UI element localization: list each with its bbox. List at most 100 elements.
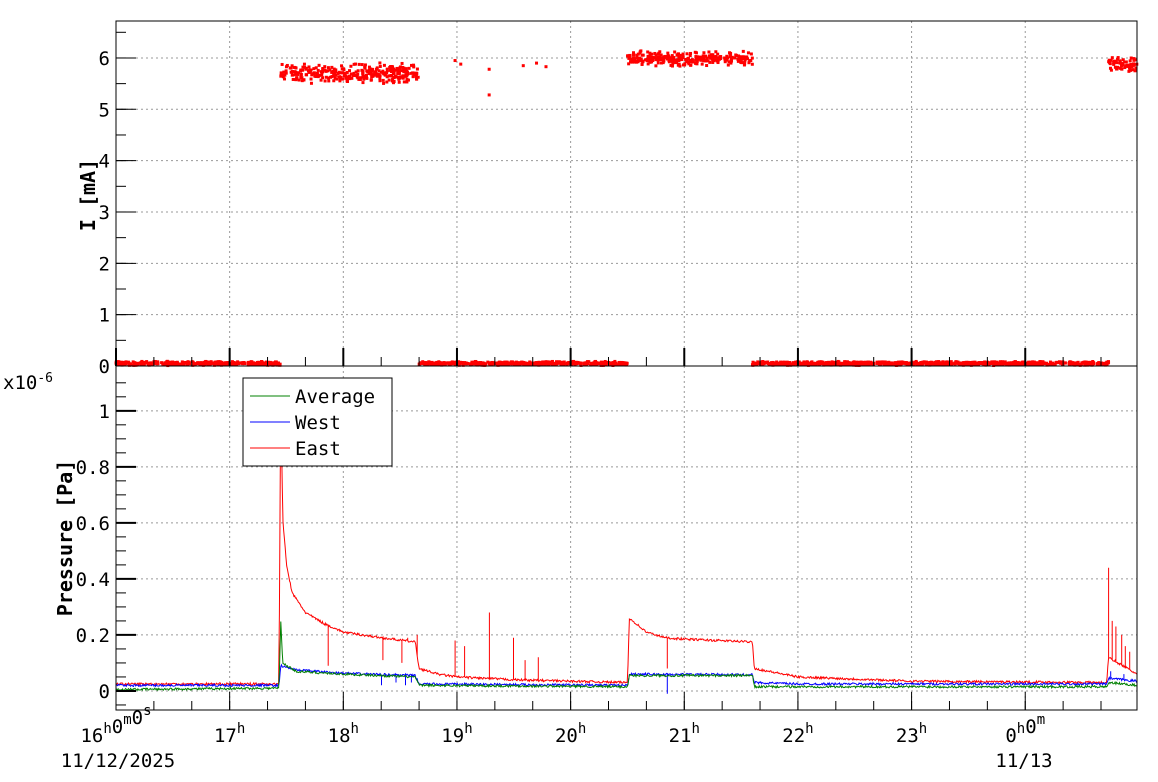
current-point: [1013, 360, 1017, 364]
current-point: [297, 78, 301, 82]
current-point: [710, 54, 714, 58]
current-point: [969, 361, 973, 365]
current-point: [859, 361, 863, 365]
current-point: [412, 72, 416, 76]
current-point: [1132, 57, 1136, 61]
current-point: [404, 74, 408, 78]
current-point: [953, 362, 957, 366]
current-point: [133, 362, 137, 366]
current-point: [573, 362, 577, 366]
current-point: [700, 62, 704, 66]
current-point: [824, 363, 828, 367]
current-point: [694, 61, 698, 65]
current-point: [407, 66, 411, 70]
current-point: [728, 53, 732, 57]
current-point: [714, 54, 718, 58]
current-point: [710, 57, 714, 61]
current-point: [440, 363, 444, 367]
pressure-ytick-label: 1: [99, 401, 110, 423]
date-midnight-label: 11/13: [995, 750, 1052, 772]
current-point: [284, 65, 288, 69]
current-point: [454, 360, 458, 364]
current-point: [376, 72, 380, 76]
current-point: [367, 65, 371, 69]
current-point: [487, 67, 491, 71]
current-point: [128, 362, 132, 366]
current-point: [670, 55, 674, 59]
current-point: [902, 361, 906, 365]
current-point: [963, 363, 967, 367]
current-point: [650, 55, 654, 59]
current-point: [819, 360, 823, 364]
current-point: [1019, 361, 1023, 365]
current-point: [1031, 360, 1035, 364]
current-point: [220, 361, 224, 365]
current-point: [375, 72, 379, 76]
current-point: [610, 362, 614, 366]
current-point: [875, 360, 879, 364]
current-point: [617, 360, 621, 364]
current-point: [371, 73, 375, 77]
current-point: [542, 361, 546, 365]
current-point: [289, 66, 293, 70]
current-point: [627, 56, 631, 60]
current-point: [378, 79, 382, 83]
current-point: [385, 75, 389, 79]
current-point: [1034, 362, 1038, 366]
current-point: [246, 360, 250, 364]
current-point: [914, 361, 918, 365]
current-point: [906, 363, 910, 367]
current-point: [819, 361, 823, 365]
current-point: [156, 362, 160, 366]
current-point: [178, 362, 182, 366]
current-point: [1124, 64, 1128, 68]
current-point: [936, 362, 940, 366]
current-point: [121, 361, 125, 365]
current-point: [382, 63, 386, 67]
current-point: [754, 362, 758, 366]
current-point: [397, 77, 401, 81]
current-point: [662, 58, 666, 62]
current-point: [652, 56, 656, 60]
current-point: [293, 70, 297, 74]
pressure-panel: 0 0.2 0.4 0.6 0.8 1 Pressure [Pa] x10-6 16h0m…: [3, 365, 1138, 772]
current-point: [323, 65, 327, 69]
current-point: [994, 363, 998, 367]
current-point: [453, 362, 457, 366]
current-point: [627, 62, 631, 66]
current-point: [136, 362, 140, 366]
current-point: [628, 60, 632, 64]
current-point: [648, 53, 652, 57]
current-point: [1010, 361, 1014, 365]
current-point: [338, 79, 342, 83]
current-point: [362, 77, 366, 81]
current-point: [1042, 361, 1046, 365]
current-point: [1118, 61, 1122, 65]
current-point: [845, 362, 849, 366]
current-point: [589, 363, 593, 367]
current-point: [212, 363, 216, 367]
current-point: [880, 361, 884, 365]
current-point: [390, 65, 394, 69]
current-point: [837, 361, 841, 365]
current-point: [690, 58, 694, 62]
current-point: [1130, 64, 1134, 68]
current-point: [345, 79, 349, 83]
current-point: [404, 67, 408, 71]
current-point: [638, 50, 642, 54]
current-point: [636, 56, 640, 60]
current-point: [689, 60, 693, 64]
current-point: [659, 53, 663, 57]
current-point: [831, 362, 835, 366]
current-point: [705, 64, 709, 68]
current-point: [743, 59, 747, 63]
current-point: [805, 360, 809, 364]
current-point: [673, 60, 677, 64]
current-point: [546, 362, 550, 366]
current-point: [307, 65, 311, 69]
current-point: [1127, 69, 1131, 73]
current-point: [1020, 360, 1024, 364]
current-point: [636, 59, 640, 63]
current-point: [341, 77, 345, 81]
current-point: [680, 58, 684, 62]
